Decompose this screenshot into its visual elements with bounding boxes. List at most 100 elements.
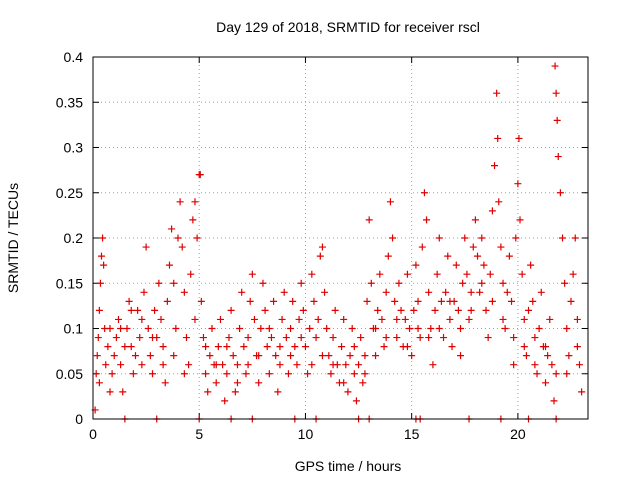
data-point [163,297,171,305]
data-point [104,343,112,351]
data-point [178,243,186,251]
data-point [127,306,135,314]
data-point [138,315,146,323]
data-point [446,297,454,305]
data-point [522,352,530,360]
data-point [242,370,250,378]
data-point [416,334,424,342]
data-point [493,89,501,97]
data-point [520,315,528,323]
data-point [382,288,390,296]
data-point [236,325,244,332]
data-point [308,270,316,278]
data-point [427,325,435,332]
data-point [435,234,443,242]
data-point [204,388,212,396]
data-point [476,288,484,296]
data-point [505,252,513,260]
data-point [488,207,496,215]
data-point [308,361,316,369]
data-point [403,343,411,351]
data-point [431,306,439,314]
plot-frame [92,56,589,420]
data-point [299,306,307,314]
data-point [168,225,176,233]
data-point [484,334,492,342]
data-point [148,370,156,378]
data-point [529,297,537,305]
data-point [255,379,263,387]
data-point [318,352,326,360]
y-tick-label: 0.1 [64,321,84,337]
data-point [567,297,575,305]
data-point [452,261,460,269]
data-point [510,361,518,369]
data-point [121,343,129,351]
data-point [501,325,509,332]
y-tick-label: 0 [75,411,83,427]
data-point [193,234,201,242]
data-point [563,325,571,332]
data-point [467,306,475,314]
data-point [361,370,369,378]
data-point [573,315,581,323]
data-point [503,288,511,296]
y-tick-label: 0.25 [56,185,83,201]
data-point [159,361,167,369]
data-point [202,370,210,378]
data-point [321,288,329,296]
data-point [372,352,380,360]
chart-title: Day 129 of 2018, SRMTID for receiver rsc… [216,19,480,35]
data-point [499,315,507,323]
data-point [446,315,454,323]
data-point [563,370,571,378]
data-point [414,297,422,305]
data-point [117,325,125,332]
data-point [265,325,273,332]
data-point [389,234,397,242]
data-point [223,343,231,351]
data-point [544,352,552,360]
data-point [216,315,224,323]
data-point [238,288,246,296]
data-point [554,153,562,161]
data-point [276,361,284,369]
y-tick-label: 0.2 [64,230,84,246]
data-point [395,279,403,287]
data-point [212,361,220,369]
data-point [448,343,456,351]
data-point [127,343,135,351]
data-point [136,334,144,342]
data-point [323,325,331,332]
data-point [423,216,431,224]
data-point [329,334,337,342]
data-point [410,306,418,314]
data-point [515,134,523,142]
data-point [223,370,231,378]
data-point [425,334,433,342]
data-point [414,325,422,332]
data-point [433,270,441,278]
data-point [240,343,248,351]
data-point [295,315,303,323]
data-point [465,315,473,323]
data-point [102,361,110,369]
data-point [429,361,437,369]
data-point [314,315,322,323]
data-point [131,352,139,360]
data-point [140,288,148,296]
data-point [182,334,190,342]
data-point [282,334,290,342]
data-point [316,252,324,260]
data-point [497,243,505,251]
data-point [244,361,252,369]
data-point [384,252,392,260]
data-point [301,343,309,351]
data-point [95,306,103,314]
data-point [578,388,586,396]
y-tick-label: 0.3 [64,140,84,156]
data-point [125,297,133,305]
data-point [187,270,195,278]
data-point [197,297,205,305]
data-point [246,297,254,305]
